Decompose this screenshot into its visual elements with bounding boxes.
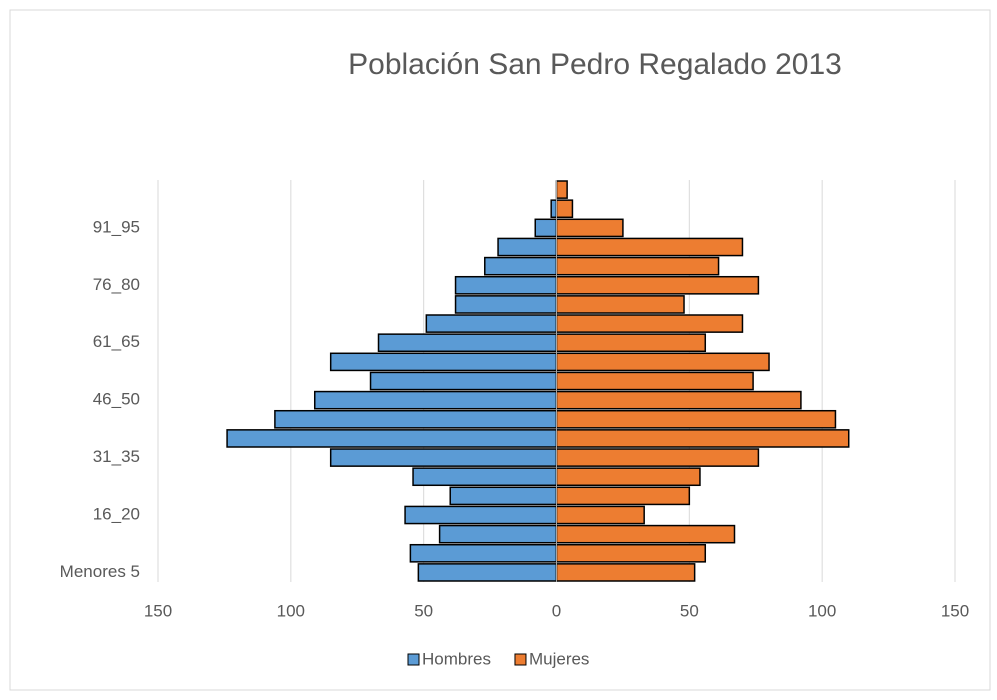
bar bbox=[555, 563, 696, 582]
bar bbox=[417, 563, 558, 582]
x-tick-label: 150 bbox=[941, 601, 969, 620]
x-tick-label: 50 bbox=[414, 601, 433, 620]
bar bbox=[555, 524, 736, 544]
bar bbox=[555, 505, 645, 525]
bar bbox=[555, 486, 691, 506]
bar bbox=[555, 371, 754, 391]
bar bbox=[534, 218, 558, 238]
bar bbox=[425, 314, 558, 333]
bar bbox=[438, 524, 558, 544]
legend-label: Mujeres bbox=[529, 649, 589, 668]
bar bbox=[555, 543, 707, 563]
bar bbox=[313, 390, 558, 410]
y-tick-label: 16_20 bbox=[93, 504, 140, 523]
y-tick-label: 61_65 bbox=[93, 332, 140, 351]
bar bbox=[497, 237, 558, 257]
bar bbox=[412, 467, 558, 487]
x-tick-label: 150 bbox=[144, 601, 172, 620]
bar bbox=[377, 333, 558, 353]
bar bbox=[555, 218, 624, 238]
bar bbox=[555, 256, 720, 276]
legend-swatch bbox=[514, 653, 527, 666]
bar bbox=[484, 256, 558, 276]
bar bbox=[329, 352, 558, 372]
bar bbox=[274, 409, 558, 429]
bar bbox=[226, 429, 558, 448]
chart-title: Población San Pedro Regalado 2013 bbox=[348, 48, 842, 81]
bar bbox=[555, 352, 770, 372]
x-tick-label: 50 bbox=[680, 601, 699, 620]
x-tick-label: 0 bbox=[552, 601, 561, 620]
bar bbox=[555, 390, 802, 410]
bar bbox=[550, 199, 558, 219]
bar bbox=[555, 180, 568, 199]
bar bbox=[555, 467, 701, 487]
bar bbox=[555, 314, 744, 333]
x-tick-label: 100 bbox=[808, 601, 836, 620]
y-tick-label: 46_50 bbox=[93, 390, 140, 409]
bar bbox=[555, 199, 574, 219]
y-tick-label: 76_80 bbox=[93, 275, 140, 294]
bar bbox=[555, 295, 685, 314]
bar bbox=[555, 333, 707, 353]
bar bbox=[555, 409, 837, 429]
bar bbox=[555, 237, 744, 257]
legend-swatch bbox=[407, 653, 420, 666]
x-tick-label: 100 bbox=[277, 601, 305, 620]
bar bbox=[454, 295, 558, 314]
bar bbox=[555, 275, 760, 295]
bar bbox=[449, 486, 558, 506]
legend-label: Hombres bbox=[422, 649, 491, 668]
y-tick-label: 31_35 bbox=[93, 447, 140, 466]
bar bbox=[329, 448, 558, 467]
y-tick-label: 91_95 bbox=[93, 217, 140, 236]
y-tick-label: Menores 5 bbox=[60, 562, 140, 581]
bar bbox=[555, 448, 760, 467]
bar bbox=[404, 505, 558, 525]
bar bbox=[454, 275, 558, 295]
bar bbox=[409, 543, 558, 563]
bar bbox=[555, 429, 850, 448]
bar bbox=[369, 371, 558, 391]
